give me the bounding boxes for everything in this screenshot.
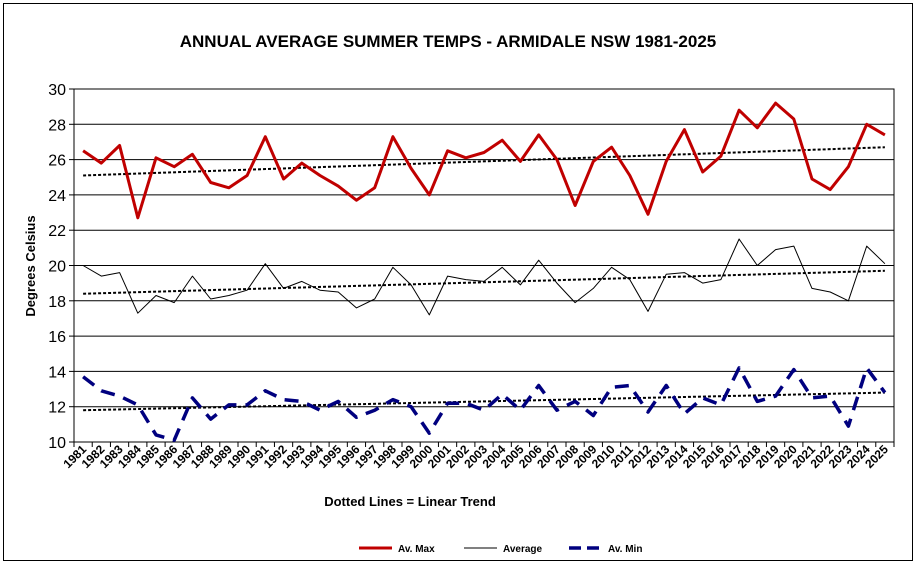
x-axis-label: Dotted Lines = Linear Trend [324, 494, 496, 509]
legend-label: Av. Min [608, 544, 642, 555]
series-line [82, 101, 886, 220]
series-line [82, 238, 886, 316]
y-tick-label: 30 [48, 82, 66, 99]
chart-frame: ANNUAL AVERAGE SUMMER TEMPS - ARMIDALE N… [3, 3, 913, 561]
line-chart: ANNUAL AVERAGE SUMMER TEMPS - ARMIDALE N… [23, 32, 895, 555]
chart-title: ANNUAL AVERAGE SUMMER TEMPS - ARMIDALE N… [180, 32, 717, 51]
y-tick-label: 12 [48, 400, 66, 417]
legend: Av. Max Average Av. Min [359, 544, 642, 555]
data-series [82, 101, 887, 442]
y-axis-label: Degrees Celsius [23, 215, 38, 316]
y-tick-label: 24 [48, 188, 66, 205]
y-tick-label: 26 [48, 153, 66, 170]
y-tick-label: 18 [48, 294, 66, 311]
trend-line [83, 146, 885, 177]
trend-lines [83, 146, 885, 412]
y-tick-label: 10 [48, 435, 66, 452]
y-tick-label: 28 [48, 117, 66, 134]
legend-label: Av. Max [398, 544, 435, 555]
x-axis: 1981198219831984198519861987198819891990… [60, 442, 895, 471]
trend-line [83, 391, 885, 412]
y-tick-label: 16 [48, 329, 66, 346]
y-tick-label: 14 [48, 364, 66, 381]
y-tick-label: 22 [48, 223, 66, 240]
trend-line [83, 269, 885, 295]
legend-label: Average [503, 544, 543, 555]
y-axis: 10 12 14 16 18 20 22 24 26 28 30 [48, 82, 74, 452]
y-tick-label: 20 [48, 259, 66, 276]
